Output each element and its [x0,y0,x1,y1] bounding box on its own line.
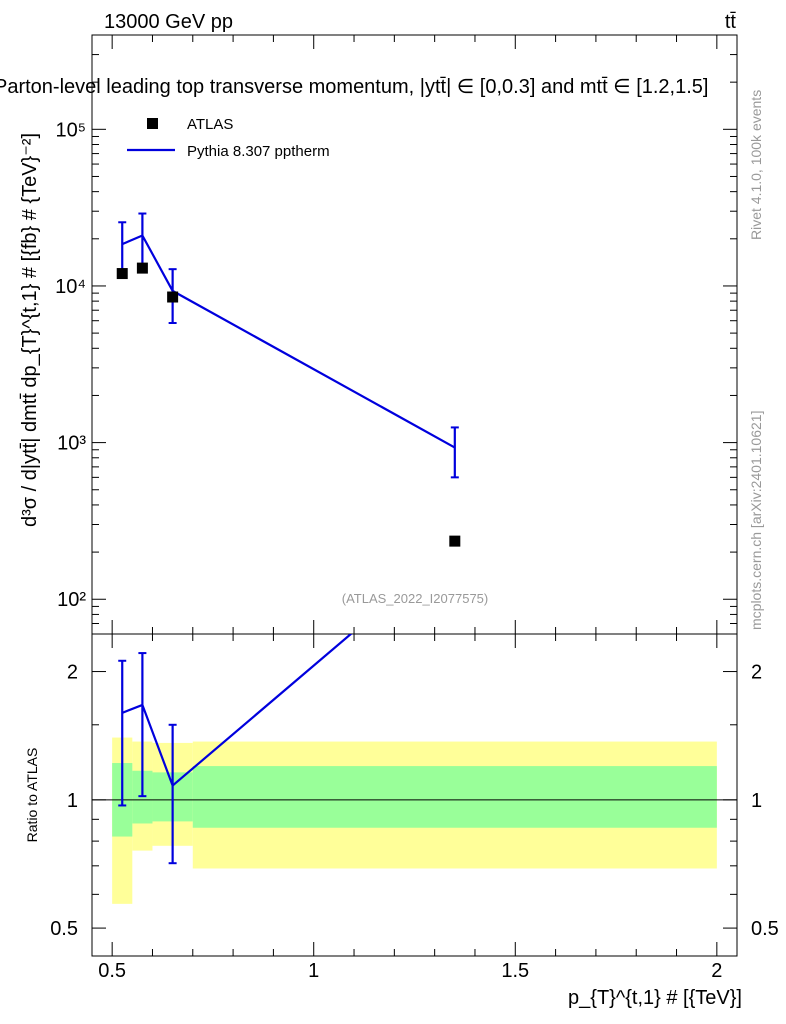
process-label: tt̄ [725,11,737,33]
ratio-y-tick-label-right: 1 [751,790,762,812]
pythia-line [121,234,456,449]
ratio-ticks: 0.5 0.5 1 1 2 2 0.5 1 1.5 2 [50,634,779,982]
rivet-version-label: Rivet 4.1.0, 100k events [748,90,764,240]
ratio-bands [92,737,737,904]
ratio-x-tick-label: 1 [308,960,319,982]
main-y-axis-label: d³σ / d|ytt̄| dmtt̄ dp_{T}^{t,1} # [{fb}… [19,133,41,527]
atlas-data-point [449,535,461,547]
ratio-y-axis-label: Ratio to ATLAS [24,748,40,843]
atlas-data-point [136,262,148,274]
ratio-y-tick-label-right: 0.5 [751,918,779,940]
ratio-y-tick-label: 1 [67,790,78,812]
ratio-x-tick-label: 1.5 [501,960,529,982]
main-y-ticks: 10² 10³ 10⁴ 10⁵ [55,34,737,635]
source-label: mcplots.cern.ch [arXiv:2401.10621] [748,411,764,630]
ratio-y-tick-label-right: 2 [751,662,762,684]
ratio-series [118,634,353,865]
ratio-x-tick-label: 0.5 [98,960,126,982]
ratio-y-tick-label: 0.5 [50,918,78,940]
atlas-data-point [116,268,128,280]
ratio-x-tick-label: 2 [711,960,722,982]
plot-title: Parton-level leading top transverse mome… [0,76,708,98]
main-y-tick-label: 10⁴ [55,276,86,298]
legend-atlas-marker [147,118,158,129]
ratio-band-inner [192,766,717,828]
ratio-y-tick-label: 2 [67,662,78,684]
x-axis-label: p_{T}^{t,1} # [{TeV}] [568,987,742,1009]
legend-atlas-label: ATLAS [187,116,233,133]
legend: ATLAS Pythia 8.307 pptherm [127,116,330,160]
ratio-pythia-line [121,634,353,788]
ratio-frame [91,633,738,957]
analysis-watermark: (ATLAS_2022_I2077575) [342,591,488,606]
main-series [116,212,461,547]
main-y-tick-label: 10³ [57,433,86,455]
atlas-data-point [167,291,179,303]
energy-label: 13000 GeV pp [104,11,233,33]
ratio-panel: 0.5 0.5 1 1 2 2 0.5 1 1.5 2 [50,633,779,982]
legend-pythia-label: Pythia 8.307 pptherm [187,143,330,160]
main-y-tick-label: 10⁵ [55,119,86,141]
main-y-tick-label: 10² [57,589,86,611]
